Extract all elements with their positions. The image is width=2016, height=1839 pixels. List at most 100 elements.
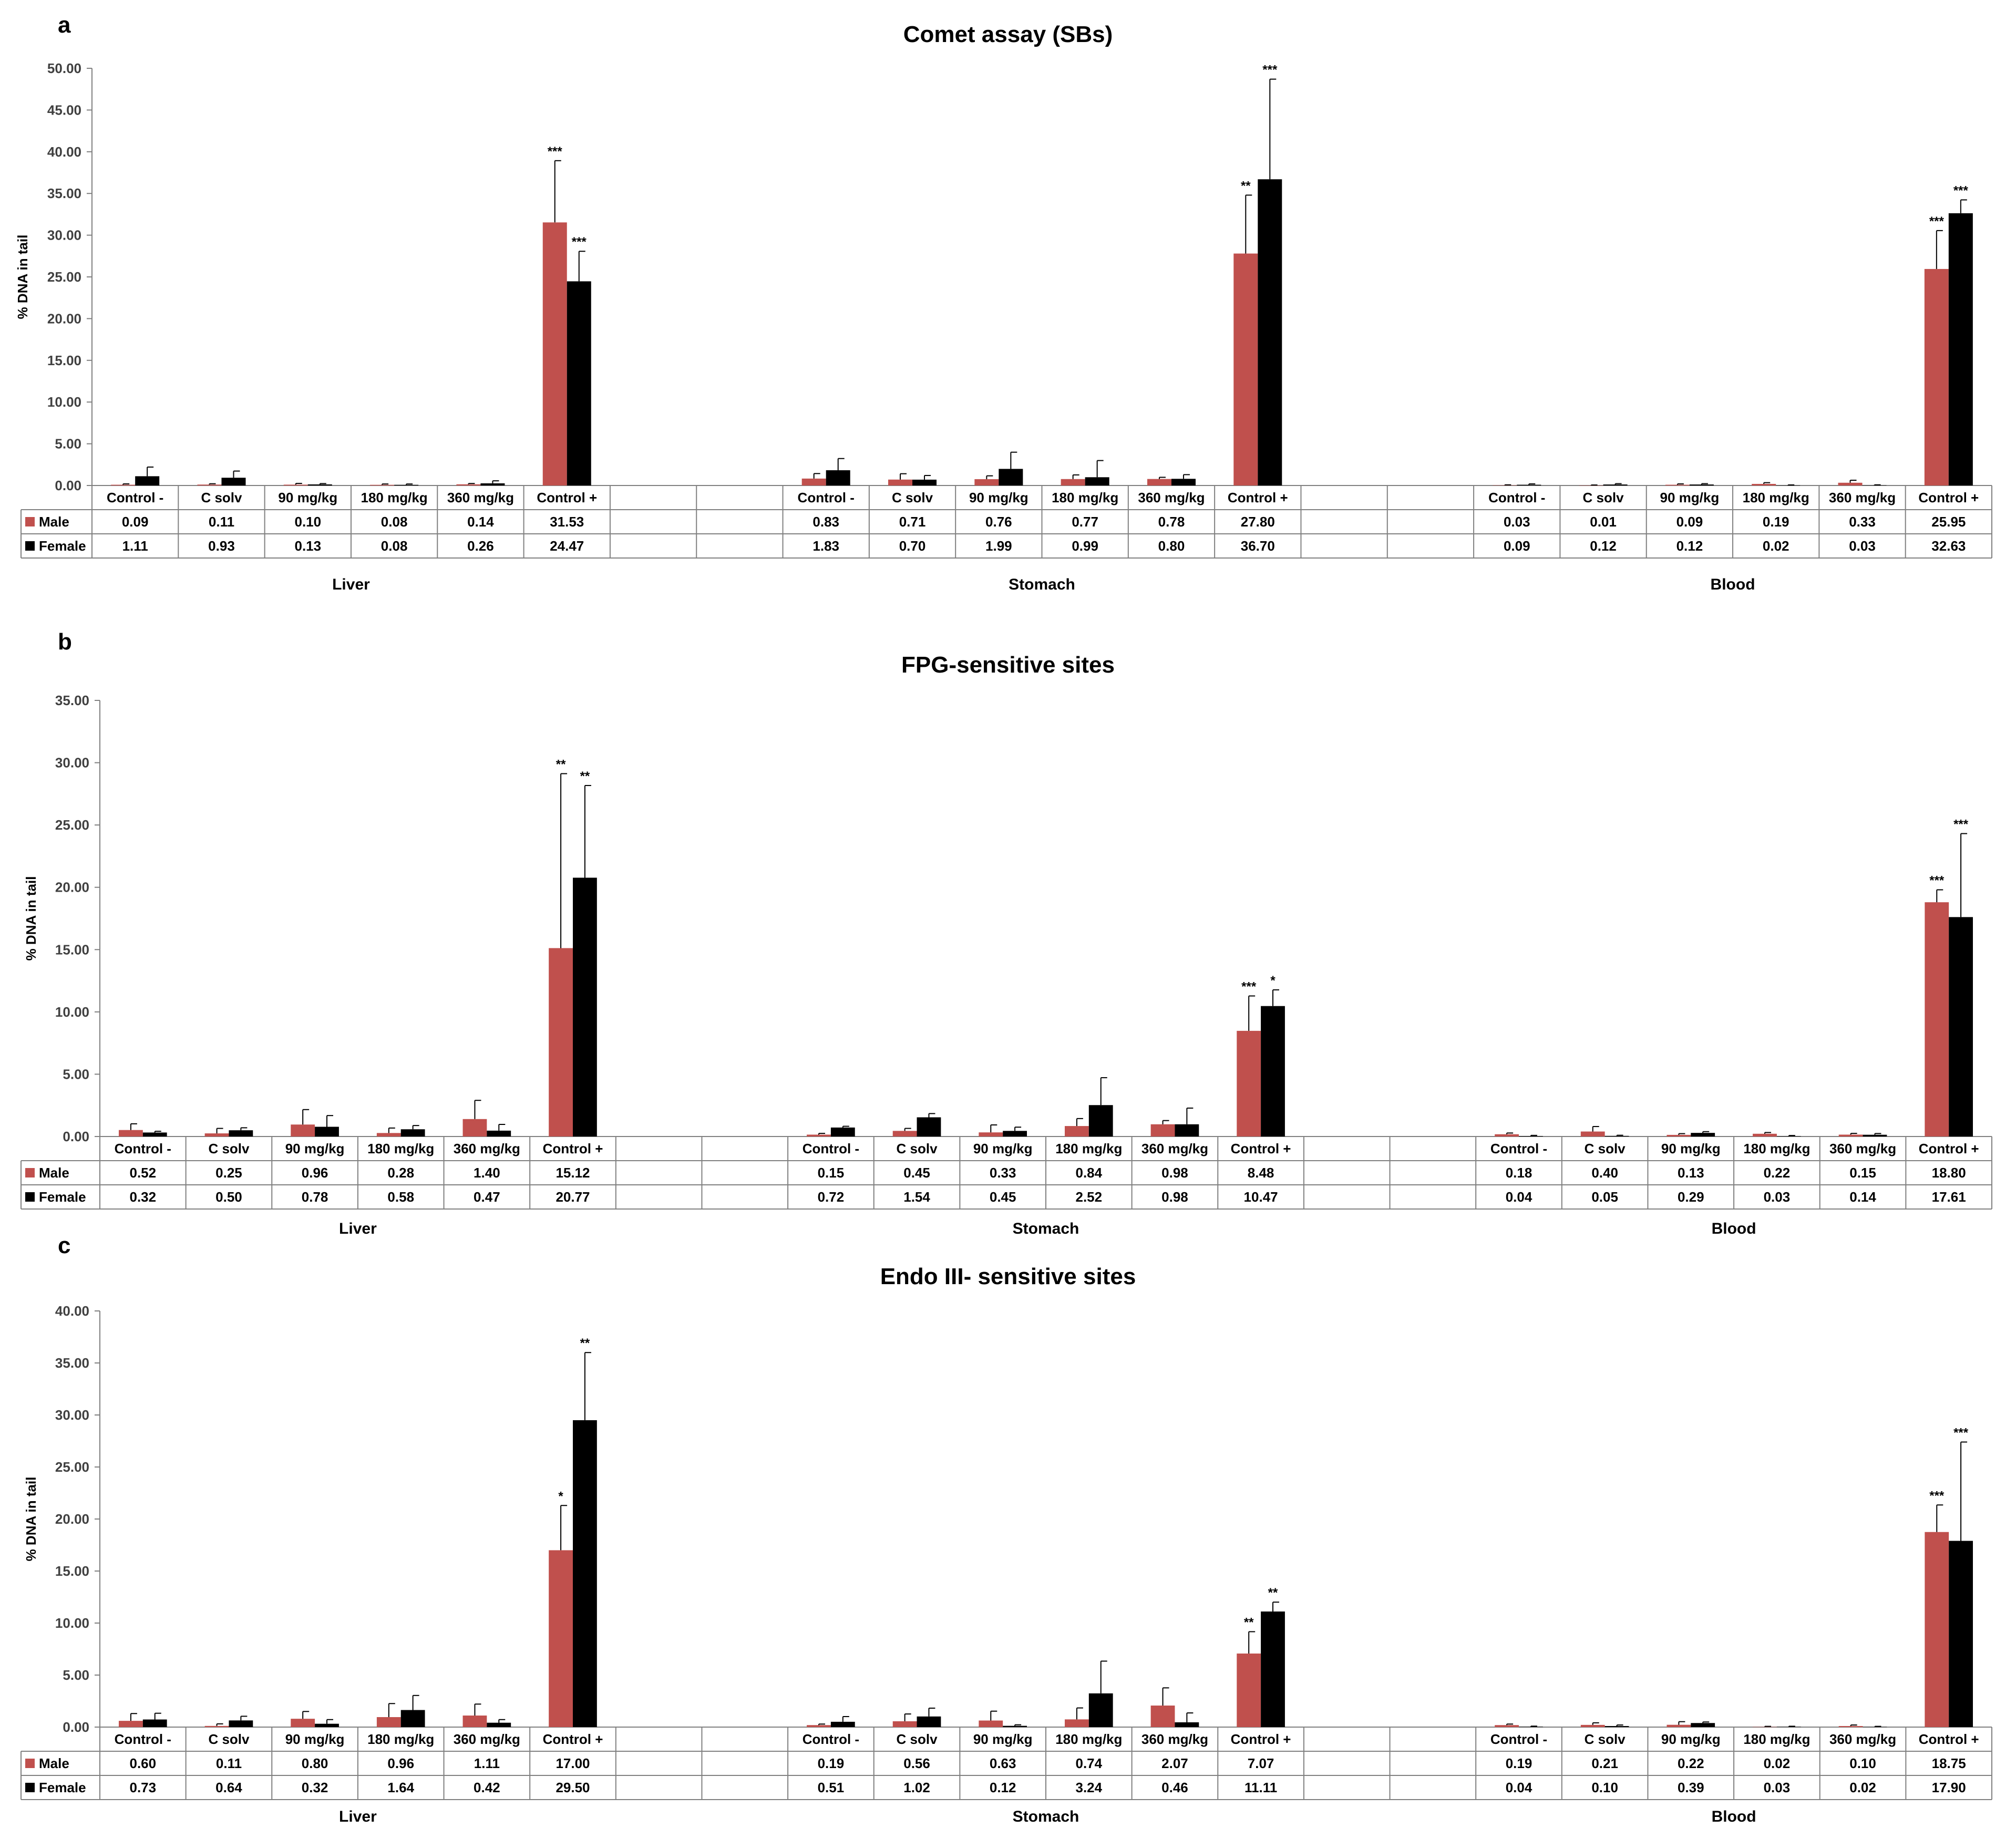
table-cell-male: 8.48 bbox=[1248, 1165, 1274, 1181]
category-label: 90 mg/kg bbox=[285, 1141, 345, 1156]
bar-female bbox=[1862, 485, 1887, 486]
table-cell-male: 17.00 bbox=[556, 1755, 590, 1771]
legend-swatch-male bbox=[25, 517, 35, 526]
bar-female bbox=[1003, 1131, 1027, 1137]
category-label: Control - bbox=[803, 1141, 859, 1156]
table-cell-female: 0.05 bbox=[1591, 1189, 1618, 1205]
y-tick-label: 50.00 bbox=[47, 60, 81, 76]
bar-female bbox=[1603, 484, 1628, 485]
table-cell-female: 0.47 bbox=[474, 1189, 500, 1205]
table-cell-female: 0.04 bbox=[1506, 1189, 1532, 1205]
y-tick-label: 40.00 bbox=[55, 1303, 89, 1319]
bar-male bbox=[376, 1133, 401, 1137]
bar-female bbox=[1691, 1133, 1715, 1137]
table-cell-female: 0.51 bbox=[818, 1780, 845, 1795]
category-label: 180 mg/kg bbox=[367, 1141, 434, 1156]
bar-male bbox=[892, 1131, 917, 1137]
significance-label: ** bbox=[580, 1336, 590, 1350]
table-cell-male: 18.75 bbox=[1932, 1755, 1966, 1771]
bar-female bbox=[912, 479, 937, 485]
category-label: 180 mg/kg bbox=[1055, 1141, 1122, 1156]
bar-female bbox=[1171, 479, 1196, 485]
category-label: 180 mg/kg bbox=[1743, 1731, 1810, 1747]
table-cell-male: 0.21 bbox=[1591, 1755, 1618, 1771]
table-cell-female: 20.77 bbox=[556, 1189, 590, 1205]
bar-male bbox=[1065, 1719, 1089, 1727]
table-cell-male: 0.45 bbox=[903, 1165, 930, 1181]
category-label: 360 mg/kg bbox=[1138, 490, 1205, 505]
y-axis-label: % DNA in tail bbox=[15, 235, 30, 319]
bar-female bbox=[567, 281, 591, 485]
y-axis-label: % DNA in tail bbox=[23, 876, 39, 961]
table-cell-female: 0.12 bbox=[1590, 538, 1617, 554]
category-label: 90 mg/kg bbox=[969, 490, 1028, 505]
significance-label: *** bbox=[548, 144, 563, 159]
bar-male bbox=[807, 1725, 831, 1727]
table-cell-female: 0.46 bbox=[1161, 1780, 1188, 1795]
category-label: Control - bbox=[115, 1731, 171, 1747]
bar-female bbox=[1776, 1136, 1801, 1137]
bar-male bbox=[456, 484, 481, 485]
table-cell-female: 0.02 bbox=[1763, 538, 1789, 554]
bar-female bbox=[142, 1132, 167, 1137]
table-cell-male: 0.98 bbox=[1161, 1165, 1188, 1181]
bar-female bbox=[573, 1420, 597, 1727]
bar-female bbox=[1261, 1006, 1285, 1137]
legend-swatch-male bbox=[25, 1759, 35, 1768]
bar-male bbox=[1493, 485, 1517, 486]
category-label: Control + bbox=[1228, 490, 1288, 505]
significance-label: *** bbox=[1929, 873, 1945, 887]
y-tick-label: 10.00 bbox=[47, 394, 81, 410]
table-cell-female: 32.63 bbox=[1931, 538, 1966, 554]
y-tick-label: 20.00 bbox=[55, 1511, 89, 1527]
table-cell-male: 0.19 bbox=[1763, 514, 1789, 530]
category-label: 360 mg/kg bbox=[1141, 1731, 1208, 1747]
bar-female bbox=[1519, 1136, 1543, 1137]
y-tick-label: 25.00 bbox=[55, 817, 89, 833]
bar-male bbox=[197, 484, 222, 485]
bar-female bbox=[1948, 213, 1973, 486]
table-cell-male: 0.96 bbox=[387, 1755, 414, 1771]
table-cell-female: 0.03 bbox=[1764, 1780, 1791, 1795]
legend-label: Male bbox=[39, 1165, 69, 1181]
table-cell-female: 29.50 bbox=[556, 1780, 590, 1795]
bar-male bbox=[291, 1719, 315, 1727]
table-cell-female: 0.50 bbox=[215, 1189, 242, 1205]
category-label: Control + bbox=[1919, 1731, 1979, 1747]
table-cell-female: 0.04 bbox=[1506, 1780, 1532, 1795]
table-cell-male: 2.07 bbox=[1161, 1755, 1188, 1771]
table-cell-male: 0.40 bbox=[1591, 1165, 1618, 1181]
bar-male bbox=[1495, 1134, 1519, 1137]
table-cell-male: 31.53 bbox=[550, 514, 584, 530]
bar-female bbox=[307, 484, 332, 485]
bar-female bbox=[1863, 1134, 1887, 1137]
category-label: 360 mg/kg bbox=[1141, 1141, 1208, 1156]
bar-male bbox=[1838, 1726, 1863, 1727]
category-label: 90 mg/kg bbox=[278, 490, 337, 505]
category-label: 180 mg/kg bbox=[367, 1731, 434, 1747]
table-cell-female: 0.98 bbox=[1161, 1189, 1188, 1205]
table-cell-male: 18.80 bbox=[1932, 1165, 1966, 1181]
legend-swatch-female bbox=[25, 541, 35, 551]
category-label: 360 mg/kg bbox=[454, 1731, 520, 1747]
significance-label: *** bbox=[572, 235, 587, 249]
table-cell-female: 17.61 bbox=[1932, 1189, 1966, 1205]
bar-female bbox=[1003, 1726, 1027, 1727]
table-cell-female: 0.12 bbox=[1676, 538, 1703, 554]
significance-label: * bbox=[1270, 974, 1276, 988]
table-cell-female: 1.64 bbox=[387, 1780, 414, 1795]
table-cell-female: 0.32 bbox=[302, 1780, 328, 1795]
table-cell-male: 0.11 bbox=[209, 514, 234, 530]
bar-female bbox=[1776, 485, 1801, 486]
bar-male bbox=[1150, 1706, 1175, 1727]
category-label: Control + bbox=[543, 1731, 603, 1747]
table-cell-male: 15.12 bbox=[556, 1165, 590, 1181]
bar-male bbox=[1924, 268, 1949, 485]
category-label: 360 mg/kg bbox=[454, 1141, 520, 1156]
bar-female bbox=[917, 1117, 941, 1137]
y-tick-label: 20.00 bbox=[55, 880, 89, 895]
y-tick-label: 20.00 bbox=[47, 311, 81, 326]
table-cell-female: 1.54 bbox=[903, 1189, 930, 1205]
category-label: Control - bbox=[1488, 490, 1545, 505]
table-cell-male: 0.33 bbox=[990, 1165, 1016, 1181]
